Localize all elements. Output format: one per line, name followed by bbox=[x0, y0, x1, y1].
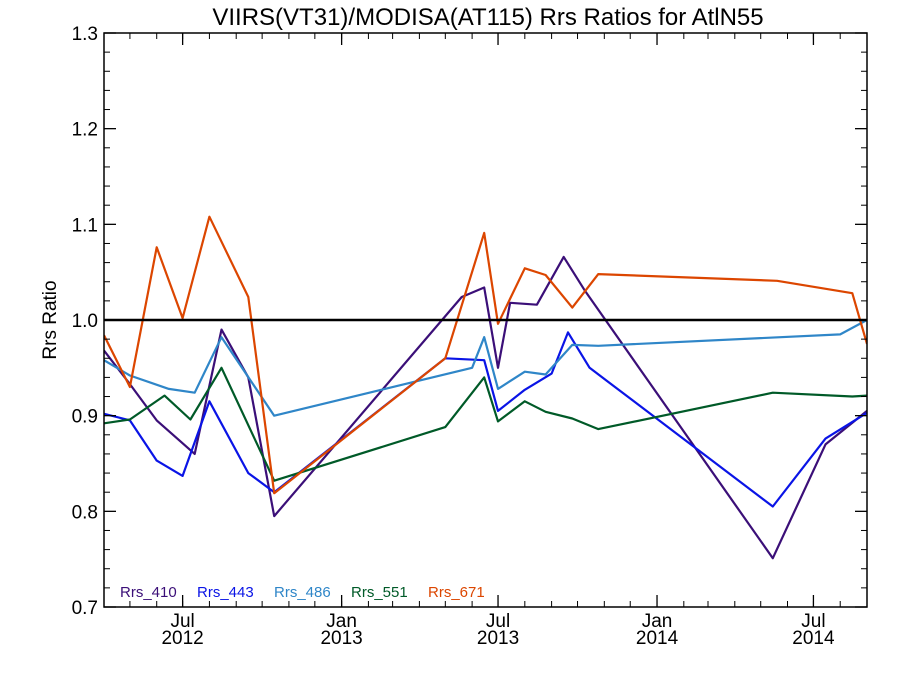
x-tick-year: 2014 bbox=[636, 628, 679, 649]
legend-label-rrs-410: Rrs_410 bbox=[120, 584, 177, 601]
legend-label-rrs-551: Rrs_551 bbox=[351, 584, 408, 601]
y-tick-label: 1.3 bbox=[72, 24, 98, 45]
series-line-rrs-671 bbox=[104, 215, 867, 495]
series-line-rrs-486 bbox=[104, 319, 867, 417]
x-tick-year: 2012 bbox=[161, 628, 203, 649]
x-tick-year: 2014 bbox=[792, 628, 835, 649]
y-tick-label: 0.7 bbox=[72, 598, 98, 619]
x-tick-year: 2013 bbox=[320, 628, 362, 649]
x-tick-month: Jan bbox=[642, 611, 673, 632]
y-tick-label: 1.2 bbox=[72, 120, 98, 141]
series-line-rrs-410 bbox=[104, 255, 867, 560]
y-tick-label: 0.9 bbox=[72, 407, 98, 428]
series-line-rrs-443 bbox=[104, 331, 867, 508]
chart-title: VIIRS(VT31)/MODISA(AT115) Rrs Ratios for… bbox=[212, 4, 763, 31]
series-line-rrs-551 bbox=[104, 366, 867, 482]
series-layer bbox=[104, 215, 867, 560]
x-tick-month: Jul bbox=[170, 611, 194, 632]
x-tick-month: Jul bbox=[486, 611, 510, 632]
y-tick-label: 1.1 bbox=[72, 215, 98, 236]
x-tick-month: Jul bbox=[801, 611, 825, 632]
legend-label-rrs-443: Rrs_443 bbox=[197, 584, 254, 601]
legend-label-rrs-671: Rrs_671 bbox=[428, 584, 485, 601]
x-tick-month: Jan bbox=[326, 611, 357, 632]
y-tick-label: 0.8 bbox=[72, 502, 98, 523]
y-axis-label: Rrs Ratio bbox=[40, 280, 61, 359]
axes-layer: 0.70.80.91.01.11.21.3Jul2012Jan2013Jul20… bbox=[72, 24, 868, 649]
y-tick-label: 1.0 bbox=[72, 311, 98, 332]
x-tick-year: 2013 bbox=[477, 628, 519, 649]
legend: Rrs_410 Rrs_443 Rrs_486 Rrs_551 Rrs_671 bbox=[120, 584, 485, 601]
legend-label-rrs-486: Rrs_486 bbox=[274, 584, 331, 601]
